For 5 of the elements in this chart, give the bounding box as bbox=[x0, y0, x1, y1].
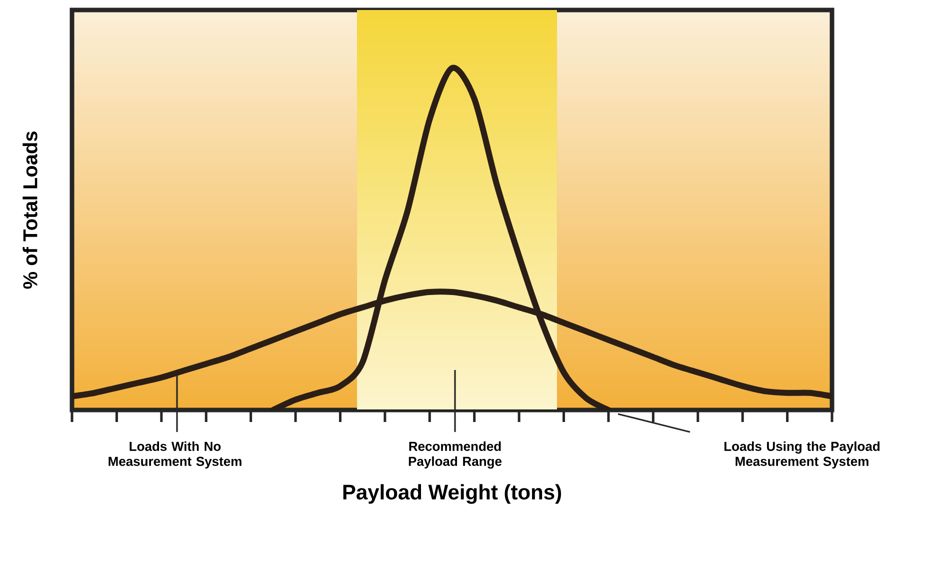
text: Loads Using the Payload Measurement System bbox=[724, 441, 880, 469]
text: Recommended Payload Range bbox=[408, 441, 502, 469]
y-axis-title: % of Total Loads bbox=[22, 132, 38, 289]
text: Loads With No Measurement System bbox=[108, 441, 242, 469]
x-axis-title: Payload Weight (tons) bbox=[343, 484, 562, 504]
